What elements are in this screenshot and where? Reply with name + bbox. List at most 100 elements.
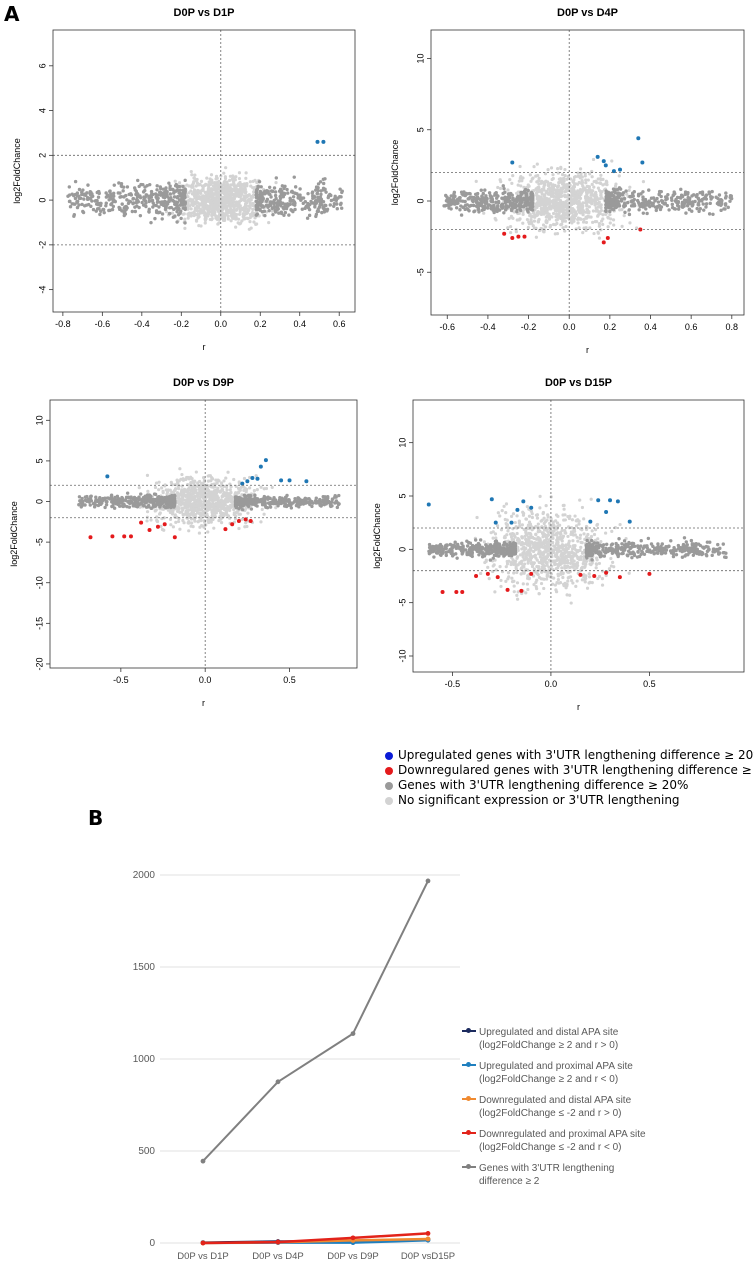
sig-point <box>315 209 320 214</box>
sig-point <box>291 195 296 199</box>
sig-point <box>459 213 464 217</box>
sig-point <box>163 207 168 212</box>
ns-point <box>521 176 525 180</box>
ns-point <box>576 171 580 175</box>
up-point <box>287 478 292 483</box>
ns-point <box>535 162 539 166</box>
ns-point <box>597 224 601 228</box>
sig-point <box>245 499 249 503</box>
x-tick-label: 0.5 <box>283 675 296 685</box>
ns-point <box>170 483 174 487</box>
sig-point <box>101 207 106 212</box>
down-point <box>605 236 610 241</box>
ns-point <box>563 184 567 188</box>
sig-point <box>300 207 305 211</box>
sig-point <box>311 501 315 505</box>
sig-point <box>245 503 250 507</box>
ns-point <box>175 478 179 482</box>
sig-point <box>68 205 73 209</box>
sig-point <box>292 175 296 179</box>
sig-point <box>326 495 330 499</box>
ns-point <box>522 207 526 212</box>
ns-point <box>518 217 522 221</box>
ns-point <box>214 493 218 497</box>
ns-point <box>528 212 532 216</box>
ns-point <box>153 509 157 513</box>
sig-point <box>644 207 648 211</box>
sig-point <box>109 194 114 198</box>
sig-point <box>86 497 90 501</box>
sig-point <box>317 501 321 505</box>
ns-point <box>173 488 177 492</box>
ns-point <box>181 512 185 516</box>
ns-point <box>224 183 228 187</box>
sig-point <box>520 190 524 195</box>
ns-point <box>559 165 563 169</box>
sig-point <box>72 214 76 218</box>
sig-point <box>460 192 464 196</box>
ns-point <box>584 181 588 185</box>
ns-point <box>591 209 596 213</box>
sig-point <box>311 196 315 200</box>
ns-point <box>517 179 521 183</box>
sig-point <box>262 191 266 195</box>
sig-point <box>172 503 176 508</box>
sig-point <box>340 206 344 210</box>
ns-point <box>515 218 519 222</box>
ns-point <box>502 504 506 508</box>
sig-point <box>717 202 721 207</box>
sig-point <box>73 179 78 184</box>
ns-point <box>597 236 602 240</box>
sig-point <box>329 504 333 509</box>
ns-point <box>548 201 552 205</box>
ns-point <box>189 169 193 174</box>
sig-point <box>256 207 260 211</box>
ns-point <box>606 225 610 229</box>
sig-point <box>104 503 109 507</box>
ns-point <box>208 180 212 184</box>
ns-point <box>558 180 562 184</box>
sig-point <box>161 203 166 208</box>
sig-point <box>143 494 148 498</box>
ns-point <box>193 200 197 204</box>
sig-point <box>336 502 341 507</box>
ns-point <box>170 512 175 516</box>
ns-point <box>557 211 561 216</box>
sig-point <box>107 208 111 213</box>
x-tick-label: -0.8 <box>55 319 71 329</box>
x-axis-label: r <box>202 698 205 708</box>
ns-point <box>259 520 263 524</box>
ns-point <box>216 486 220 490</box>
ns-point <box>220 488 225 492</box>
sig-point <box>318 180 323 184</box>
sig-point <box>133 209 138 214</box>
sig-point <box>503 195 507 199</box>
ns-point <box>573 199 578 203</box>
sig-point <box>77 203 81 207</box>
ns-point <box>228 174 233 178</box>
ns-point <box>197 479 202 484</box>
sig-point <box>118 191 122 195</box>
ns-point <box>218 499 223 503</box>
up-point <box>279 478 284 483</box>
ns-point <box>193 190 197 194</box>
sig-point <box>671 193 675 198</box>
ns-point <box>556 166 560 171</box>
sig-point <box>259 185 263 189</box>
ns-point <box>593 203 597 207</box>
ns-point <box>628 185 632 189</box>
sig-point <box>338 202 343 207</box>
ns-point <box>200 209 204 213</box>
sig-point <box>484 194 488 198</box>
ns-point <box>586 178 590 182</box>
sig-point <box>254 213 259 217</box>
sig-point <box>284 504 289 509</box>
sig-point <box>125 198 129 202</box>
y-tick-label: 5 <box>34 458 44 463</box>
ns-point <box>580 505 585 510</box>
ns-point <box>529 218 533 222</box>
ns-point <box>174 520 178 524</box>
sig-point <box>505 199 510 204</box>
ns-point <box>506 226 510 230</box>
ns-point <box>596 186 601 190</box>
